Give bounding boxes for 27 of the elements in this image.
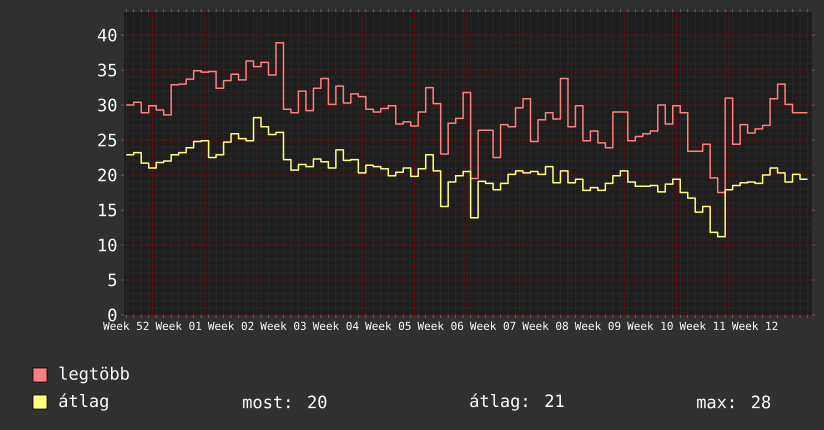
y-tick-label: 15 (99, 204, 116, 216)
y-tick-label: 0 (108, 308, 116, 322)
x-tick-label: Week 03 (260, 322, 306, 330)
y-tick-label: 30 (98, 98, 116, 112)
x-tick-label: Week 02 (208, 322, 254, 330)
x-tick-label: Week 04 (312, 322, 359, 330)
y-tick-label: 10 (99, 238, 116, 252)
x-tick-label: Week 01 (155, 322, 202, 330)
x-tick-label: Week 12 (732, 322, 778, 330)
x-tick-label: Week 07 (470, 322, 516, 330)
y-tick-label: 20 (98, 168, 116, 182)
y-tick-label: 5 (108, 274, 116, 286)
x-tick-label: Week 05 (365, 322, 411, 330)
x-tick-label: Week 11 (680, 322, 726, 330)
legend-label: átlag (59, 393, 108, 411)
x-tick-label: Week 10 (627, 322, 673, 330)
x-tick-label: Week 52 (103, 322, 148, 330)
x-tick-label: Week 06 (418, 322, 464, 330)
text: átlag: 21 (470, 393, 564, 411)
y-tick-label: 40 (98, 28, 116, 42)
text: max: 28 (697, 396, 770, 408)
y-tick-label: 25 (98, 134, 116, 146)
legend-label: legtöbb (60, 366, 129, 384)
text: most: 20 (243, 396, 326, 408)
x-tick-label: Week 09 (574, 322, 620, 330)
y-tick-label: 35 (98, 64, 116, 76)
x-tick-label: Week 08 (522, 322, 568, 330)
